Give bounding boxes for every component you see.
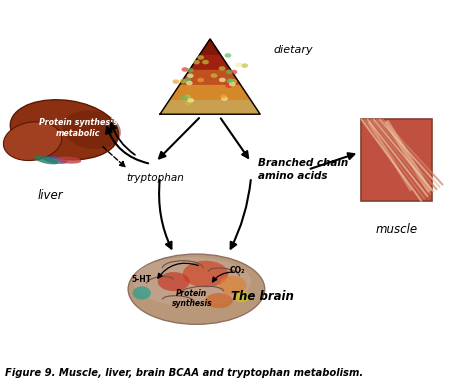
Text: Protein synthesis
metabolic: Protein synthesis metabolic <box>39 118 118 138</box>
Ellipse shape <box>133 257 251 306</box>
Ellipse shape <box>202 60 209 64</box>
Ellipse shape <box>219 78 226 82</box>
Text: muscle: muscle <box>376 223 418 236</box>
Text: The brain: The brain <box>231 290 294 303</box>
Ellipse shape <box>230 79 237 83</box>
Ellipse shape <box>182 67 188 72</box>
Ellipse shape <box>187 74 194 78</box>
Text: 5-HT: 5-HT <box>132 275 152 284</box>
Ellipse shape <box>230 70 237 74</box>
Ellipse shape <box>220 94 227 99</box>
Text: Figure 9. Muscle, liver, brain BCAA and tryptophan metabolism.: Figure 9. Muscle, liver, brain BCAA and … <box>5 368 363 378</box>
Ellipse shape <box>241 63 248 68</box>
Ellipse shape <box>235 62 242 67</box>
Polygon shape <box>200 39 220 54</box>
Ellipse shape <box>227 78 234 83</box>
Ellipse shape <box>219 66 225 70</box>
Ellipse shape <box>234 291 250 303</box>
Text: liver: liver <box>38 189 64 202</box>
Text: dietary: dietary <box>274 45 313 55</box>
Ellipse shape <box>184 78 191 82</box>
Ellipse shape <box>187 68 194 72</box>
Ellipse shape <box>180 79 186 83</box>
Ellipse shape <box>206 293 233 308</box>
Ellipse shape <box>211 73 218 78</box>
Polygon shape <box>190 54 230 69</box>
Ellipse shape <box>226 70 233 74</box>
Ellipse shape <box>187 98 194 102</box>
Ellipse shape <box>186 81 193 85</box>
Text: CO₂: CO₂ <box>230 266 245 275</box>
Text: tryptophan: tryptophan <box>126 173 184 183</box>
Text: Branched chain
amino acids: Branched chain amino acids <box>258 158 348 181</box>
Ellipse shape <box>57 157 82 164</box>
Text: Protein
synthesis: Protein synthesis <box>171 289 212 308</box>
Polygon shape <box>170 84 250 99</box>
Ellipse shape <box>197 55 204 60</box>
Ellipse shape <box>197 78 204 82</box>
Ellipse shape <box>229 82 236 86</box>
Ellipse shape <box>133 287 151 299</box>
Ellipse shape <box>221 96 228 101</box>
Ellipse shape <box>172 79 179 84</box>
Ellipse shape <box>10 100 118 160</box>
Ellipse shape <box>183 261 228 287</box>
Ellipse shape <box>225 53 231 58</box>
Polygon shape <box>160 99 260 114</box>
Ellipse shape <box>219 276 247 295</box>
Ellipse shape <box>128 254 265 324</box>
Ellipse shape <box>185 101 192 105</box>
Ellipse shape <box>180 95 187 100</box>
Ellipse shape <box>34 156 59 164</box>
Ellipse shape <box>63 110 121 149</box>
FancyBboxPatch shape <box>361 119 432 201</box>
Ellipse shape <box>43 156 68 164</box>
Ellipse shape <box>193 60 200 64</box>
Ellipse shape <box>3 122 62 160</box>
Ellipse shape <box>227 79 233 84</box>
Ellipse shape <box>225 83 232 88</box>
Ellipse shape <box>158 272 189 291</box>
Polygon shape <box>180 69 240 84</box>
Ellipse shape <box>184 94 191 99</box>
